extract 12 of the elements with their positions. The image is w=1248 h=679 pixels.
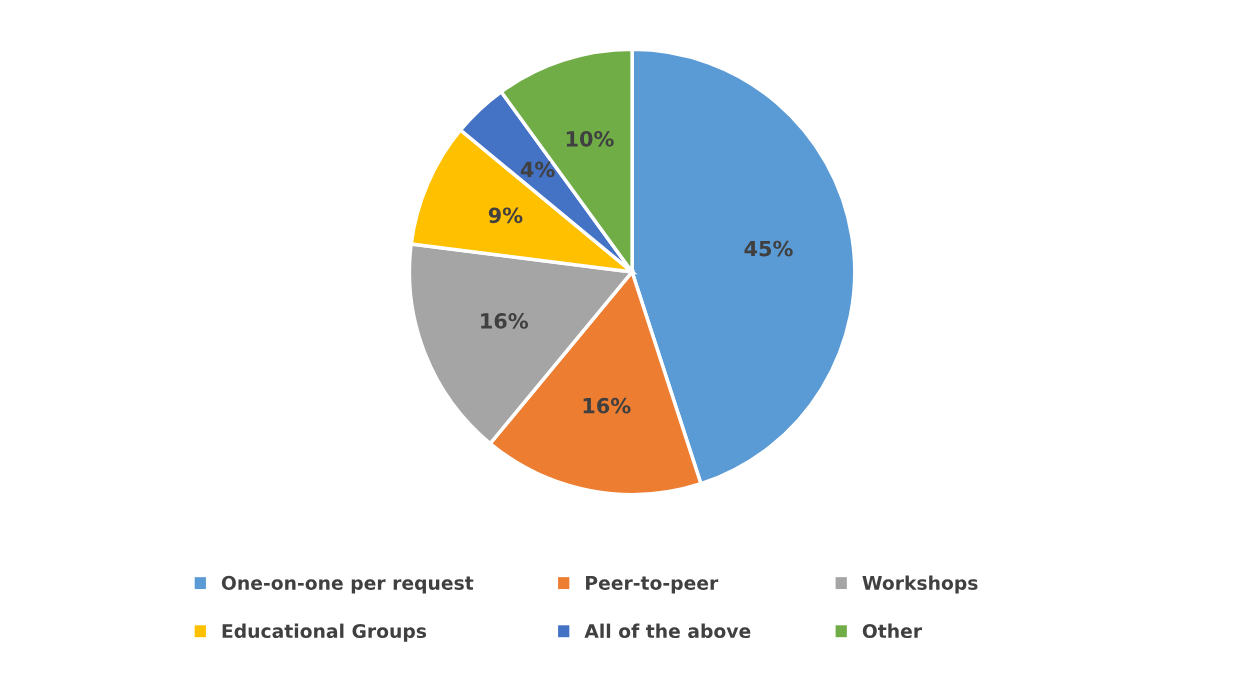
- data-label: 16%: [481, 313, 529, 329]
- legend-label: Other: [862, 623, 923, 639]
- data-label: 10%: [566, 130, 614, 147]
- legend-label: Workshops: [862, 575, 978, 594]
- data-label: 16%: [583, 397, 631, 414]
- legend-label: One-on-one per request: [221, 575, 474, 594]
- data-label: 4%: [520, 161, 555, 178]
- data-label: 9%: [488, 207, 523, 224]
- legend-label: All of the above: [584, 623, 751, 639]
- legend-label: Peer-to-peer: [586, 576, 719, 594]
- legend-label: Educational Groups: [222, 623, 427, 642]
- data-label: 45%: [744, 240, 793, 257]
